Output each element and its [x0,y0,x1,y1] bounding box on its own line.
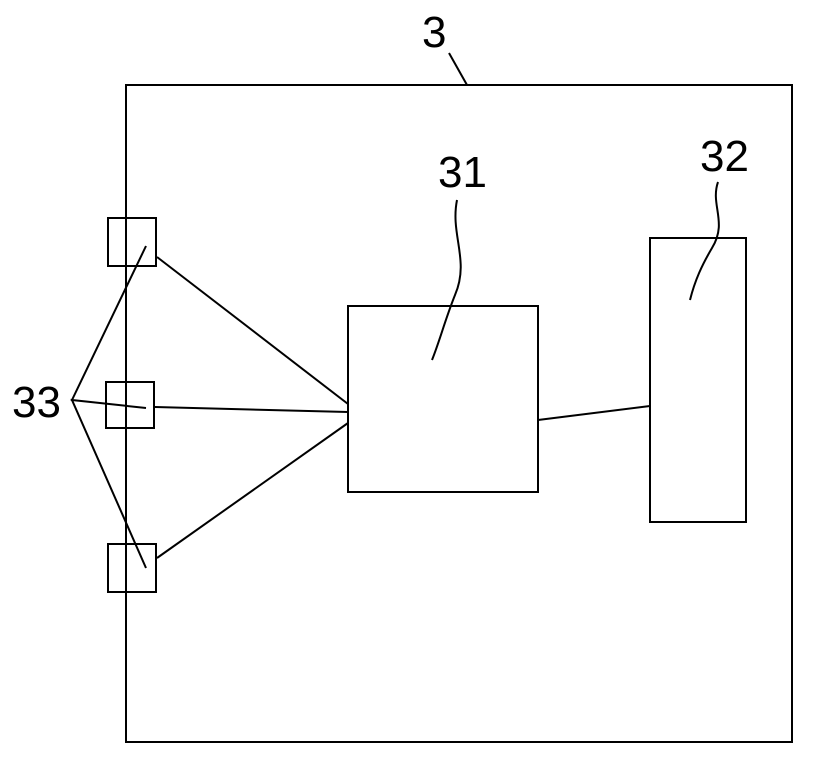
conn-mid-31 [155,407,348,412]
conn-bottom-31 [157,423,348,558]
box-32 [650,238,746,522]
block-33-top [108,218,156,266]
leader-3 [449,53,467,85]
leader-32 [690,182,719,300]
conn-top-31 [157,257,348,404]
conn-31-32 [538,406,650,420]
label-33: 33 [12,378,61,428]
diagram-graphics [72,53,792,742]
box-31 [348,306,538,492]
leader-31 [432,200,461,360]
block-33-bottom [108,544,156,592]
label-31: 31 [438,148,487,198]
leader-33-fan [72,246,146,568]
label-3: 3 [422,8,446,58]
diagram-canvas: 3 31 32 33 [0,0,829,779]
label-32: 32 [700,132,749,182]
